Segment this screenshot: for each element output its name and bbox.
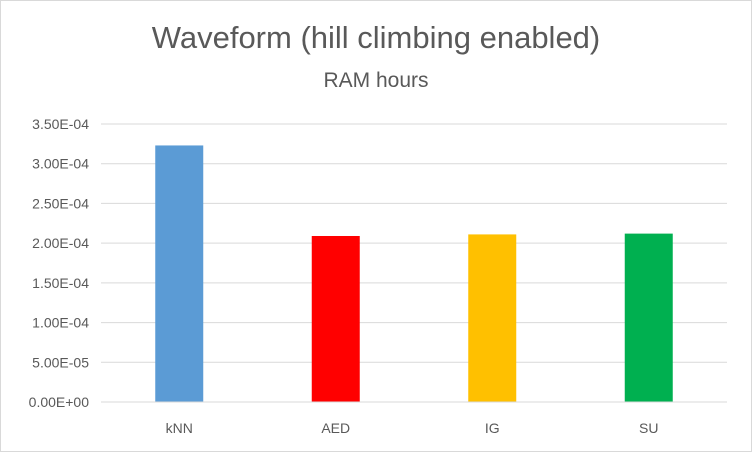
y-tick-label: 5.00E-05 [32,354,89,370]
y-tick-label: 2.00E-04 [32,235,89,251]
y-tick-label: 1.50E-04 [32,275,89,291]
x-category-label: SU [639,420,658,436]
gridlines [101,123,727,363]
x-category-label: kNN [166,420,193,436]
y-axis-tick-labels: 0.00E+00 5.00E-05 1.00E-04 1.50E-04 2.00E-04… [29,116,90,410]
bars [155,145,673,402]
chart-subtitle: RAM hours [323,69,429,92]
x-axis-category-labels: kNN AED IG SU [166,420,659,436]
y-tick-label: 2.50E-04 [32,195,89,211]
y-tick-label: 0.00E+00 [29,394,90,410]
x-category-label: IG [485,420,500,436]
y-tick-label: 1.00E-04 [32,315,89,331]
chart-title: Waveform (hill climbing enabled) [151,20,601,55]
bar-aed [311,235,360,402]
x-category-label: AED [321,420,350,436]
y-tick-label: 3.00E-04 [32,156,89,172]
y-tick-label: 3.50E-04 [32,116,89,132]
bar-su [624,233,673,402]
bar-knn [155,145,204,402]
bar-ig [468,234,517,402]
